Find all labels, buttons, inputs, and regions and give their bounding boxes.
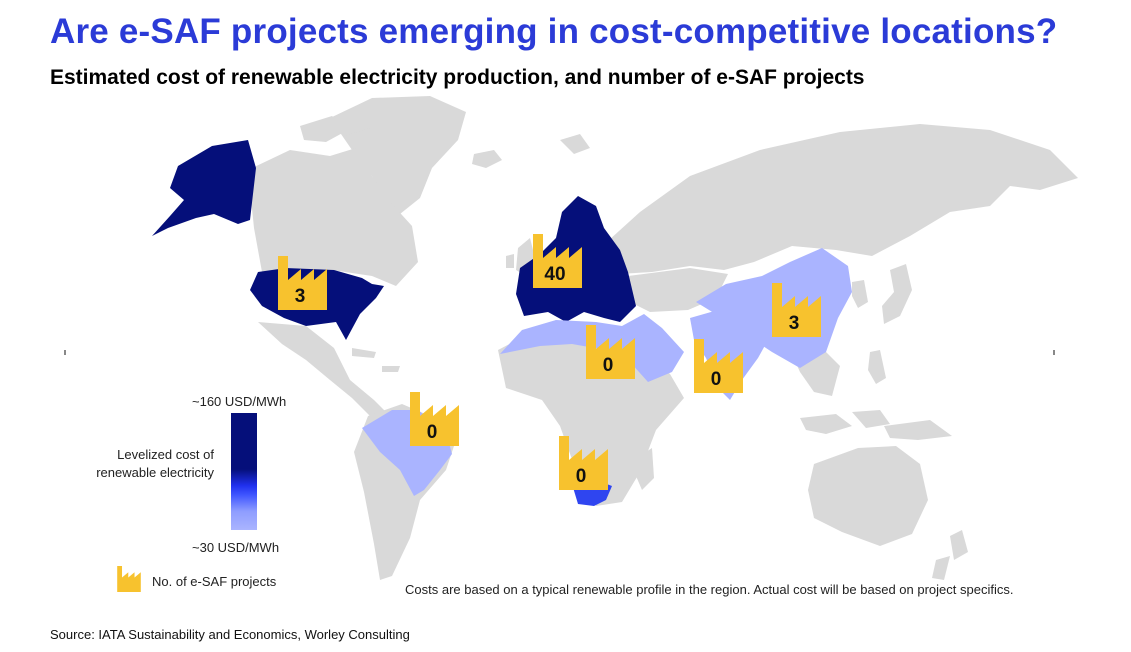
legend-min-label: ~30 USD/MWh xyxy=(192,540,280,555)
legend-description-line2: renewable electricity xyxy=(96,465,214,480)
region-alaska xyxy=(152,140,256,236)
project-count: 40 xyxy=(544,264,565,285)
cost-note: Costs are based on a typical renewable p… xyxy=(405,582,1014,597)
arctic-islands xyxy=(300,116,380,152)
project-marker-united-states: 3 xyxy=(278,256,327,310)
project-count: 0 xyxy=(603,355,614,376)
korea xyxy=(852,280,868,308)
legend-description: Levelized cost of renewable electricity xyxy=(64,446,214,482)
project-count: 0 xyxy=(711,369,722,390)
mexico-central-america xyxy=(258,322,388,418)
madagascar xyxy=(636,448,654,490)
legend-color-scale xyxy=(231,413,257,530)
legend-projects-label: No. of e-SAF projects xyxy=(152,574,277,589)
edge-tick-right xyxy=(1053,350,1055,355)
greenland xyxy=(330,96,466,214)
project-marker-brazil: 0 xyxy=(410,392,459,446)
project-marker-south-africa: 0 xyxy=(559,436,608,490)
page-title: Are e-SAF projects emerging in cost-comp… xyxy=(50,12,1058,51)
project-marker-europe: 40 xyxy=(533,234,582,288)
australia xyxy=(808,446,928,546)
project-count: 0 xyxy=(576,466,587,487)
project-count: 0 xyxy=(427,422,438,443)
indonesia xyxy=(800,410,952,440)
edge-tick-left xyxy=(64,350,66,355)
japan xyxy=(882,264,912,324)
svalbard xyxy=(560,134,590,154)
legend-description-line1: Levelized cost of xyxy=(117,447,214,462)
caribbean xyxy=(352,348,400,372)
region-north-africa-middle-east xyxy=(500,314,684,382)
new-zealand xyxy=(932,530,968,580)
project-count: 3 xyxy=(295,286,306,307)
project-marker-china: 3 xyxy=(772,283,821,337)
philippines xyxy=(868,350,886,384)
iceland xyxy=(472,150,502,168)
legend-max-label: ~160 USD/MWh xyxy=(192,394,287,409)
project-count: 3 xyxy=(789,313,800,334)
project-marker-india: 0 xyxy=(694,339,743,393)
page-subtitle: Estimated cost of renewable electricity … xyxy=(50,66,865,89)
canada xyxy=(248,148,418,286)
project-marker-north-africa-middle-east: 0 xyxy=(586,325,635,379)
source-credit: Source: IATA Sustainability and Economic… xyxy=(50,627,410,642)
factory-icon xyxy=(117,566,141,592)
russia-asia xyxy=(598,124,1078,274)
